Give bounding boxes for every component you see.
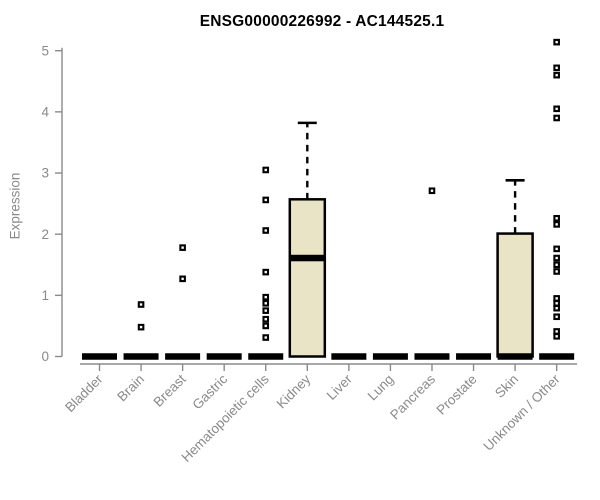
- median-line: [165, 353, 201, 360]
- median-line: [372, 353, 408, 360]
- outlier-point-center: [264, 295, 267, 299]
- median-line: [456, 353, 492, 360]
- outlier-point-center: [555, 217, 558, 220]
- outlier-point-center: [181, 277, 184, 281]
- median-line: [82, 353, 117, 360]
- outlier-point-center: [555, 302, 558, 305]
- y-tick-label: 5: [41, 43, 49, 58]
- outlier-point-center: [264, 336, 267, 339]
- outlier-point-center: [264, 324, 267, 328]
- outlier-point-center: [555, 270, 558, 273]
- outlier-point-center: [555, 223, 558, 226]
- x-tick-label: Breast: [151, 371, 189, 409]
- outlier-point-center: [264, 198, 267, 202]
- outlier-point-center: [555, 306, 558, 310]
- outlier-point-center: [139, 325, 143, 329]
- outlier-point-center: [181, 246, 184, 249]
- x-tick-label: Bladder: [62, 371, 106, 415]
- outlier-point-center: [555, 330, 558, 333]
- x-tick-label: Unknown / Other: [481, 371, 564, 454]
- x-tick-label: Liver: [324, 371, 356, 403]
- median-line: [414, 353, 450, 360]
- outlier-point-center: [264, 168, 267, 172]
- y-tick-label: 1: [41, 288, 49, 303]
- chart-title: ENSG00000226992 - AC144525.1: [199, 13, 445, 30]
- median-line: [206, 353, 242, 360]
- median-line: [123, 353, 159, 360]
- outlier-point-center: [555, 40, 558, 44]
- x-tick-label: Kidney: [274, 371, 314, 411]
- median-line: [289, 254, 325, 262]
- outlier-point-center: [555, 297, 558, 300]
- y-tick-label: 3: [41, 166, 49, 181]
- outlier-point-center: [555, 335, 558, 338]
- outlier-point-center: [139, 303, 143, 306]
- x-tick-label: Lung: [365, 372, 397, 404]
- outlier-point-center: [555, 315, 558, 318]
- median-line: [539, 353, 575, 360]
- outlier-point-center: [555, 247, 558, 251]
- median-line: [248, 353, 284, 360]
- outlier-point-center: [264, 302, 267, 305]
- median-line: [331, 353, 367, 360]
- outlier-point-center: [264, 309, 267, 312]
- x-tick-label: Gastric: [189, 371, 230, 412]
- y-tick-label: 4: [41, 104, 49, 119]
- outlier-point-center: [555, 256, 558, 260]
- median-line: [497, 353, 533, 360]
- box-iqr: [288, 198, 327, 358]
- outlier-point-center: [264, 270, 267, 274]
- outlier-point-center: [555, 116, 558, 120]
- y-tick-label: 0: [41, 349, 49, 364]
- outlier-point-center: [430, 189, 434, 192]
- x-tick-label: Brain: [114, 372, 147, 405]
- x-tick-label: Pancreas: [387, 371, 438, 422]
- outlier-point-center: [555, 263, 558, 266]
- outlier-point-center: [264, 229, 267, 232]
- x-tick-label: Prostate: [434, 372, 480, 418]
- y-tick-label: 2: [41, 227, 49, 242]
- outlier-point-center: [555, 107, 558, 111]
- outlier-point-center: [555, 73, 558, 77]
- box-iqr: [496, 232, 534, 358]
- outlier-point-center: [555, 66, 558, 70]
- x-tick-label: Skin: [492, 372, 521, 401]
- outlier-point-center: [264, 317, 267, 321]
